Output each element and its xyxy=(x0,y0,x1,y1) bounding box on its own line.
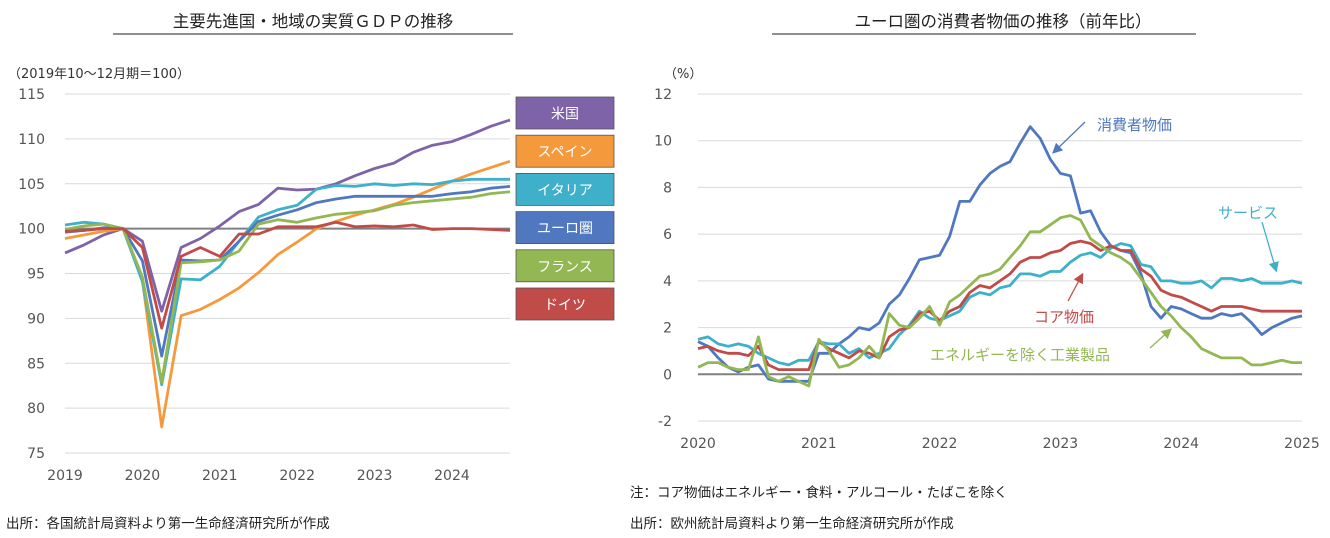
right-y-tick-label: 10 xyxy=(654,134,672,150)
left-series-line-4 xyxy=(64,190,511,384)
right-x-tick-label: 2023 xyxy=(1043,436,1079,452)
cpi-footnote: 注：コア物価はエネルギー・食料・アルコール・たばこを除く xyxy=(630,484,1008,501)
right-x-tick-label: 2021 xyxy=(801,436,837,452)
left-y-tick-label: 75 xyxy=(27,446,45,462)
left-series-line-3 xyxy=(64,185,511,358)
gdp-legend-swatch-2 xyxy=(515,172,615,206)
right-y-tick-label: 2 xyxy=(663,321,672,337)
gdp-legend-swatch-1 xyxy=(515,134,615,168)
gdp-legend-label-2: イタリア xyxy=(537,183,592,199)
cpi-series-lines xyxy=(697,125,1303,388)
left-y-tick-label: 110 xyxy=(18,132,45,148)
cpi-annotation-services: サービス xyxy=(1218,204,1278,222)
right-series-line-0 xyxy=(697,125,1303,383)
right-y-tick-label: 4 xyxy=(663,274,672,290)
gdp-legend-label-4: フランス xyxy=(537,259,593,275)
cpi-annotation-arrow-headline xyxy=(1052,121,1086,154)
left-y-tick-label: 80 xyxy=(27,401,45,417)
cpi-unit-label: （%） xyxy=(664,67,702,82)
right-series-line-1 xyxy=(697,242,1303,367)
gdp-legend-swatch-4 xyxy=(515,249,615,283)
left-series-line-0 xyxy=(64,118,511,313)
gdp-gridlines xyxy=(65,93,510,454)
gdp-y-tick-labels: 75 80 85 90 95 100 105 110 115 xyxy=(18,87,45,462)
right-x-tick-label: 2020 xyxy=(680,436,716,452)
left-series-line-5 xyxy=(64,220,511,330)
gdp-unit-label: （2019年10～12月期＝100） xyxy=(8,67,190,82)
left-x-tick-label: 2019 xyxy=(47,468,83,484)
right-x-tick-label: 2024 xyxy=(1163,436,1199,452)
right-series-line-2 xyxy=(697,239,1302,371)
right-y-tick-label: 12 xyxy=(654,87,672,103)
gdp-legend-swatch-5 xyxy=(515,287,615,321)
cpi-annotation-arrow-services xyxy=(1261,221,1279,273)
gdp-series-lines xyxy=(64,118,511,429)
left-y-tick-label: 85 xyxy=(27,356,45,372)
right-series-line-3 xyxy=(697,214,1302,388)
gdp-source-note: 出所：各国統計局資料より第一生命経済研究所が作成 xyxy=(6,515,330,532)
cpi-x-tick-labels: 2020 2021 2022 2023 2024 2025 xyxy=(680,436,1320,452)
right-y-tick-label: 6 xyxy=(663,227,672,243)
cpi-annotations: 消費者物価 サービス コア物価 エネルギーを除く工業製品 xyxy=(930,116,1279,364)
gdp-legend-label-0: 米国 xyxy=(551,107,579,123)
left-y-tick-label: 100 xyxy=(18,222,45,238)
gdp-x-tick-labels: 2019 2020 2021 2022 2023 2024 xyxy=(47,468,470,484)
gdp-legend-swatch-0 xyxy=(515,96,615,130)
left-x-tick-label: 2023 xyxy=(357,468,393,484)
left-x-tick-label: 2022 xyxy=(279,468,315,484)
cpi-annotation-headline: 消費者物価 xyxy=(1097,116,1172,134)
right-x-tick-label: 2025 xyxy=(1284,436,1320,452)
left-y-tick-label: 105 xyxy=(18,177,45,193)
cpi-annotation-arrow-goods xyxy=(1149,328,1172,349)
gdp-chart-title: 主要先進国・地域の実質ＧＤＰの推移 xyxy=(173,12,454,31)
cpi-annotation-arrow-core xyxy=(1067,272,1084,302)
cpi-chart-title: ユーロ圏の消費者物価の推移（前年比） xyxy=(855,12,1152,31)
right-y-tick-label: 8 xyxy=(663,180,672,196)
right-x-tick-label: 2022 xyxy=(922,436,958,452)
left-x-tick-label: 2021 xyxy=(202,468,238,484)
right-y-tick-label: -2 xyxy=(658,414,672,430)
gdp-chart: 主要先進国・地域の実質ＧＤＰの推移 （2019年10～12月期＝100） 75 8… xyxy=(6,12,615,532)
left-y-tick-label: 115 xyxy=(18,87,45,103)
cpi-source-note: 出所：欧州統計局資料より第一生命経済研究所が作成 xyxy=(630,515,954,532)
right-y-tick-label: 0 xyxy=(663,367,672,383)
left-y-tick-label: 95 xyxy=(27,267,45,283)
cpi-gridlines xyxy=(698,93,1302,422)
left-y-tick-label: 90 xyxy=(27,311,45,327)
gdp-legend-label-5: ドイツ xyxy=(544,298,586,314)
cpi-annotation-core: コア物価 xyxy=(1034,308,1094,326)
left-series-line-2 xyxy=(64,177,510,387)
gdp-legend-swatch-3 xyxy=(515,211,615,245)
cpi-annotation-goods: エネルギーを除く工業製品 xyxy=(930,346,1110,364)
left-x-tick-label: 2020 xyxy=(125,468,161,484)
left-x-tick-label: 2024 xyxy=(434,468,470,484)
gdp-legend-label-1: スペイン xyxy=(537,145,592,161)
gdp-legend-label-3: ユーロ圏 xyxy=(537,221,593,237)
cpi-y-tick-labels: -2 0 2 4 6 8 10 12 xyxy=(654,87,672,430)
